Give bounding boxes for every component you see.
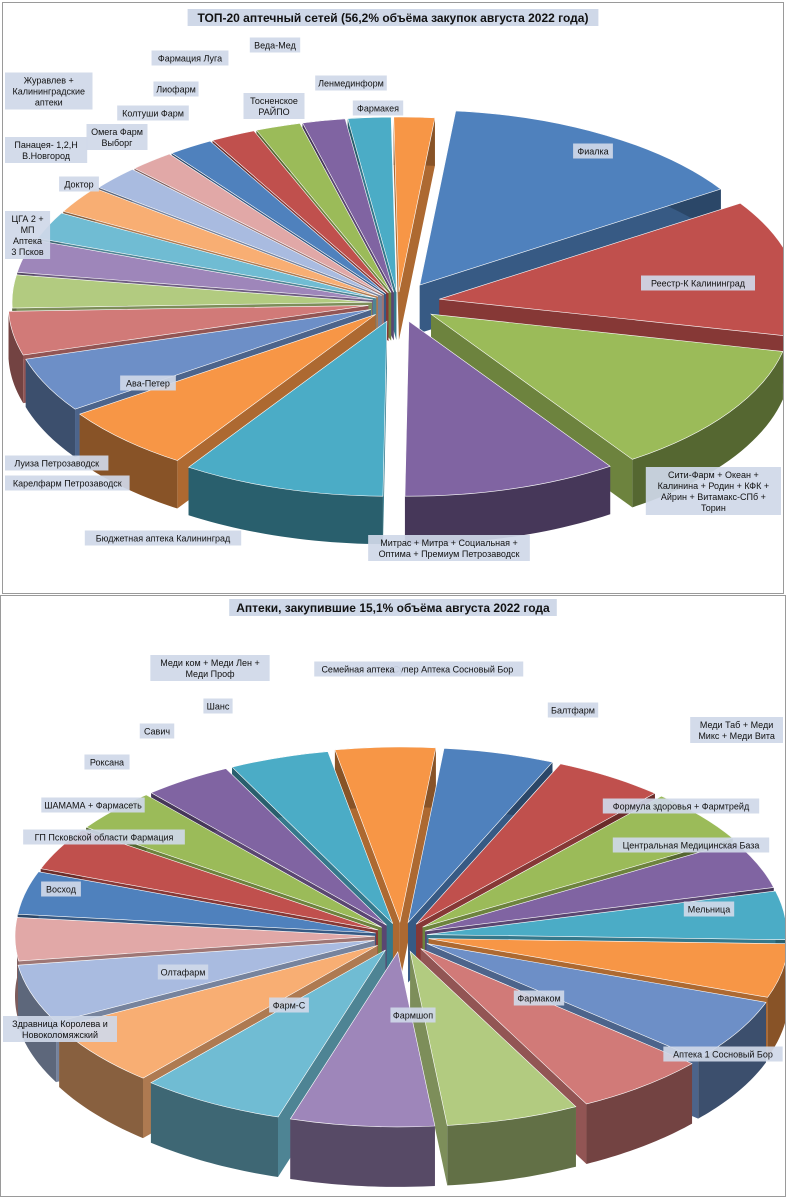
svg-text:Меди ком + Меди Лен +Меди Проф: Меди ком + Меди Лен + Меди Проф [160,658,260,679]
slice-label: Митрас + Митра + Социальная + Оптима + Пр… [368,535,530,561]
svg-text:Колтуши Фарм: Колтуши Фарм [122,109,184,119]
slice-label: Мельница [683,901,735,917]
slice-label: Восход [41,881,81,897]
svg-text:Супер Аптека Сосновый Бор: Супер Аптека Сосновый Бор [393,665,514,675]
svg-text:Савич: Савич [144,727,170,737]
slice-label: Бюджетная аптека Калининград [84,530,242,546]
slice-label: Панацея- 1,2,Н В.Новгород [5,137,88,163]
svg-text:Фарм-С: Фарм-С [273,1001,306,1011]
slice-label: Шанс [203,698,233,714]
slice-label: Роксана [84,754,130,770]
slice-label: Фармация Луга [151,50,229,66]
pie-slices [8,110,783,545]
svg-text:ТОП-20 аптечный сетей (56,2% о: ТОП-20 аптечный сетей (56,2% объёма заку… [198,11,589,25]
chart-title: ТОП-20 аптечный сетей (56,2% объёма заку… [187,9,599,26]
slice-label: Семейная аптека [314,661,402,677]
svg-text:Семейная аптека: Семейная аптека [321,665,394,675]
pie-slice [404,320,611,545]
slice-label: Фармаком [513,990,565,1006]
slice-label: Колтуши Фарм [117,105,189,121]
svg-text:Луиза Петрозаводск: Луиза Петрозаводск [14,459,99,469]
slice-label: Карелфарм Петрозаводск [5,475,130,491]
svg-text:Балтфарм: Балтфарм [551,706,595,716]
svg-text:Центральная Медицинская База: Центральная Медицинская База [623,841,760,851]
slice-label: Фармшоп [390,1007,436,1023]
slice-label: Центральная Медицинская База [612,837,770,853]
slice-label: Ава-Петер [120,375,176,391]
slice-label: Лиофарм [153,81,199,97]
pie-slice [409,950,577,1186]
slice-label: Фармакея [352,100,404,116]
svg-text:Реестр-К Калининград: Реестр-К Калининград [651,279,746,289]
svg-text:Роксана: Роксана [90,758,124,768]
slice-label: Ленмединформ [315,75,387,91]
svg-text:Формула здоровья + Фармтрейд: Формула здоровья + Фармтрейд [613,802,750,812]
pie-slice [393,116,436,341]
svg-text:Аптека 1 Сосновый Бор: Аптека 1 Сосновый Бор [673,1050,773,1060]
pie-slices [14,746,785,1187]
svg-text:Доктор: Доктор [64,180,93,190]
pie-chart-15pct: Аптеки, закупившие 15,1% объёма августа … [3,599,785,1187]
svg-text:Шанс: Шанс [207,702,230,712]
slice-label: Меди ком + Меди Лен + Меди Проф [150,655,270,681]
slice-labels: Супер Аптека Сосновый Бор Балтфарм Меди Та… [3,655,783,1062]
slice-label: Доктор [59,176,99,192]
slice-label: Савич [139,723,175,739]
slice-label: Реестр-К Калининград [641,275,755,291]
chart-title: Аптеки, закупившие 15,1% объёма августа … [229,599,557,616]
slice-label: Фиалка [573,143,613,159]
chart-panel-15pct: Аптеки, закупившие 15,1% объёма августа … [0,595,786,1197]
slice-label: Меди Таб + Меди Микс + Меди Вита [690,717,783,743]
svg-text:ШАМАМА + Фармасеть: ШАМАМА + Фармасеть [44,801,142,811]
svg-text:Фармация Луга: Фармация Луга [158,54,222,64]
svg-text:Ава-Петер: Ава-Петер [126,379,170,389]
slice-label: Супер Аптека Сосновый Бор [382,661,524,677]
pie-slice [187,320,388,545]
slice-label: ЦГА 2 + МП Аптека 3 Псков [5,211,51,259]
slice-label: Омега Фарм Выборг [86,124,148,150]
slice-label: Веда-Мед [249,37,301,53]
slice-label: Аптека 1 Сосновый Бор [663,1046,783,1062]
svg-text:Бюджетная аптека Калининград: Бюджетная аптека Калининград [96,534,231,544]
svg-text:Восход: Восход [46,885,77,895]
svg-text:Фармаком: Фармаком [517,994,560,1004]
slice-label: Журавлев + Калининградские аптеки [5,72,93,110]
slice-label: Сити-Фарм + Океан + Калинина + Родин + КФ… [645,467,781,515]
slice-label: ШАМАМА + Фармасеть [41,797,145,813]
slice-label: Фарм-С [269,997,309,1013]
svg-text:Митрас + Митра + Социальная +О: Митрас + Митра + Социальная + Оптима + Пр… [379,538,520,559]
slice-label: Луиза Петрозаводск [5,455,109,471]
svg-text:Лиофарм: Лиофарм [156,85,196,95]
svg-text:Веда-Мед: Веда-Мед [254,41,296,51]
svg-text:Сити-Фарм + Океан +Калинина +: Сити-Фарм + Океан + Калинина + Родин + КФ… [658,470,769,513]
svg-text:Фармакея: Фармакея [357,104,399,114]
slice-labels: Фиалка Реестр-К Калининград Сити-Фарм + Ок… [5,37,781,561]
slice-label: Олтафарм [157,964,209,980]
svg-text:Олтафарм: Олтафарм [161,968,206,978]
slice-label: Тосненское РАЙПО [243,93,305,119]
svg-text:Фармшоп: Фармшоп [393,1011,433,1021]
slice-label: Здравница Королева и Новоколомяжский [3,1016,117,1042]
chart-panel-top20: ТОП-20 аптечный сетей (56,2% объёма заку… [2,2,784,594]
svg-text:Ленмединформ: Ленмединформ [318,79,384,89]
svg-text:ГП Псковской области Фармация: ГП Псковской области Фармация [35,833,174,843]
svg-text:Панацея- 1,2,НВ.Новгород: Панацея- 1,2,Н В.Новгород [14,140,77,161]
svg-text:Фиалка: Фиалка [577,147,608,157]
svg-text:Мельница: Мельница [688,905,730,915]
svg-text:Аптеки, закупившие 15,1% объём: Аптеки, закупившие 15,1% объёма августа … [236,601,550,615]
slice-label: Балтфарм [547,702,599,718]
pie-chart-top20: ТОП-20 аптечный сетей (56,2% объёма заку… [5,9,783,561]
svg-text:Карелфарм Петрозаводск: Карелфарм Петрозаводск [13,479,122,489]
slice-label: Формула здоровья + Фармтрейд [602,798,760,814]
slice-label: ГП Псковской области Фармация [23,829,185,845]
